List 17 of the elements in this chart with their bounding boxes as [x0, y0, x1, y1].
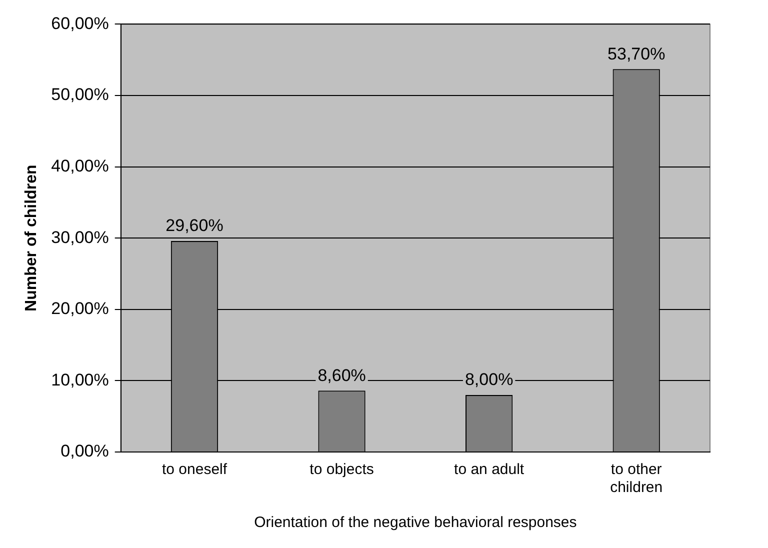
- x-tick-label: to other children: [610, 461, 663, 496]
- y-tick-label: 40,00%: [51, 156, 109, 176]
- data-label: 53,70%: [608, 44, 666, 64]
- x-tick-label: to an adult: [454, 461, 525, 478]
- y-tick-label: 30,00%: [51, 228, 109, 247]
- y-tick-label: 50,00%: [51, 85, 109, 104]
- data-label: 29,60%: [166, 216, 224, 236]
- y-tick-label: 60,00%: [51, 14, 109, 33]
- data-label: 8,60%: [318, 366, 366, 385]
- x-tick-label: to objects: [310, 461, 374, 478]
- y-tick-label: 20,00%: [51, 299, 109, 318]
- y-tick-label: 10,00%: [51, 370, 109, 390]
- y-axis-title: Number of children: [23, 164, 40, 312]
- data-label: 8,00%: [464, 370, 514, 390]
- x-tick-label: to oneself: [162, 461, 228, 478]
- x-axis-title: Orientation of the negative behavioral responses: [254, 514, 577, 532]
- y-tick-label: 0,00%: [60, 442, 109, 461]
